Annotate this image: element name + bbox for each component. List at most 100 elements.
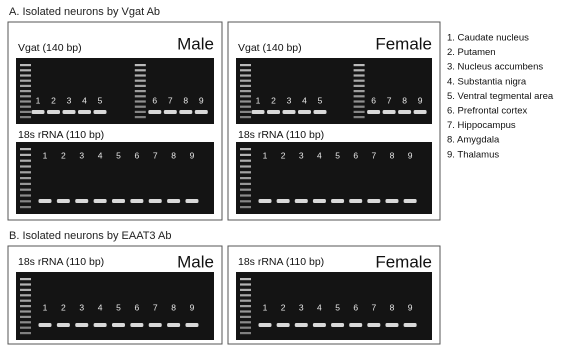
- gel-image: [236, 58, 432, 124]
- panel-sex: Male: [177, 252, 214, 271]
- lane-number: 3: [79, 302, 84, 312]
- gel-label: 18s rRNA (110 bp): [238, 256, 324, 268]
- lane-number: 4: [82, 95, 87, 105]
- lane-number: 5: [318, 95, 323, 105]
- sample-band: [179, 110, 193, 114]
- sample-band: [349, 323, 363, 327]
- lane-number: 7: [371, 302, 376, 312]
- lane-number: 4: [98, 150, 103, 160]
- lane-number: 5: [98, 95, 103, 105]
- legend-item: 7. Hippocampus: [447, 120, 516, 131]
- ladder-band: [240, 177, 251, 180]
- sample-band: [313, 110, 327, 114]
- ladder-band: [20, 105, 31, 108]
- ladder-band: [20, 116, 31, 119]
- ladder-band: [20, 315, 31, 318]
- sample-band: [93, 110, 107, 114]
- ladder-band: [20, 200, 31, 203]
- sample-band: [167, 199, 181, 203]
- ladder-band: [240, 95, 251, 98]
- ladder-band: [240, 332, 251, 335]
- ladder-band: [353, 74, 365, 77]
- ladder-band: [240, 159, 251, 162]
- ladder-band: [240, 100, 251, 103]
- lane-number: 4: [317, 302, 322, 312]
- legend-item: 2. Putamen: [447, 47, 496, 58]
- legend-item: 1. Caudate nucleus: [447, 33, 529, 44]
- ladder-band: [240, 79, 251, 82]
- lane-number: 7: [387, 95, 392, 105]
- sample-band: [294, 199, 308, 203]
- lane-number: 4: [302, 95, 307, 105]
- ladder-band: [240, 148, 251, 151]
- gel-label: 18s rRNA (110 bp): [18, 129, 104, 141]
- panel-sex: Female: [375, 252, 432, 271]
- ladder-band: [240, 188, 251, 191]
- ladder-band: [353, 64, 365, 67]
- legend-item: 3. Nucleus accumbens: [447, 62, 543, 73]
- lane-number: 2: [271, 95, 276, 105]
- sample-band: [282, 110, 296, 114]
- sample-band: [349, 199, 363, 203]
- ladder-band: [240, 321, 251, 324]
- lane-number: 8: [390, 150, 395, 160]
- ladder-band: [240, 278, 251, 281]
- ladder-band: [240, 294, 251, 297]
- sample-band: [130, 323, 144, 327]
- lane-number: 7: [371, 150, 376, 160]
- panel-sex: Male: [177, 34, 214, 53]
- ladder-band: [20, 159, 31, 162]
- lane-number: 9: [408, 302, 413, 312]
- ladder-band: [240, 69, 251, 72]
- lane-number: 6: [353, 302, 358, 312]
- ladder-band: [20, 332, 31, 335]
- sample-band: [148, 323, 162, 327]
- ladder-band: [20, 288, 31, 291]
- ladder-band: [240, 84, 251, 87]
- sample-band: [413, 110, 427, 114]
- sample-band: [194, 110, 208, 114]
- lane-number: 4: [98, 302, 103, 312]
- legend-item: 4. Substantia nigra: [447, 76, 527, 87]
- sample-band: [403, 199, 417, 203]
- sample-band: [148, 110, 162, 114]
- lane-number: 9: [199, 95, 204, 105]
- lane-number: 5: [116, 302, 121, 312]
- ladder-band: [20, 177, 31, 180]
- gel-image: [16, 272, 214, 340]
- ladder-band: [20, 64, 31, 67]
- gel-image: [236, 272, 432, 340]
- lane-number: 1: [43, 150, 48, 160]
- ladder-band: [20, 310, 31, 313]
- lane-number: 6: [152, 95, 157, 105]
- ladder-band: [240, 165, 251, 168]
- lane-number: 2: [61, 150, 66, 160]
- legend-item: 6. Prefrontal cortex: [447, 106, 528, 117]
- ladder-band: [20, 95, 31, 98]
- lane-number: 3: [79, 150, 84, 160]
- lane-number: 1: [256, 95, 261, 105]
- ladder-band: [20, 194, 31, 197]
- lane-number: 8: [390, 302, 395, 312]
- ladder-band: [240, 288, 251, 291]
- ladder-band: [240, 315, 251, 318]
- lane-number: 2: [51, 95, 56, 105]
- ladder-band: [134, 79, 146, 82]
- sample-band: [331, 323, 345, 327]
- lane-number: 2: [61, 302, 66, 312]
- ladder-band: [353, 116, 365, 119]
- sample-band: [111, 323, 125, 327]
- sample-band: [38, 199, 52, 203]
- ladder-band: [240, 153, 251, 156]
- sample-band: [130, 199, 144, 203]
- lane-number: 9: [190, 150, 195, 160]
- gel-label: Vgat (140 bp): [238, 42, 302, 54]
- ladder-band: [240, 194, 251, 197]
- ladder-band: [20, 206, 31, 209]
- ladder-band: [353, 79, 365, 82]
- ladder-band: [20, 84, 31, 87]
- sample-band: [367, 110, 381, 114]
- ladder-band: [20, 278, 31, 281]
